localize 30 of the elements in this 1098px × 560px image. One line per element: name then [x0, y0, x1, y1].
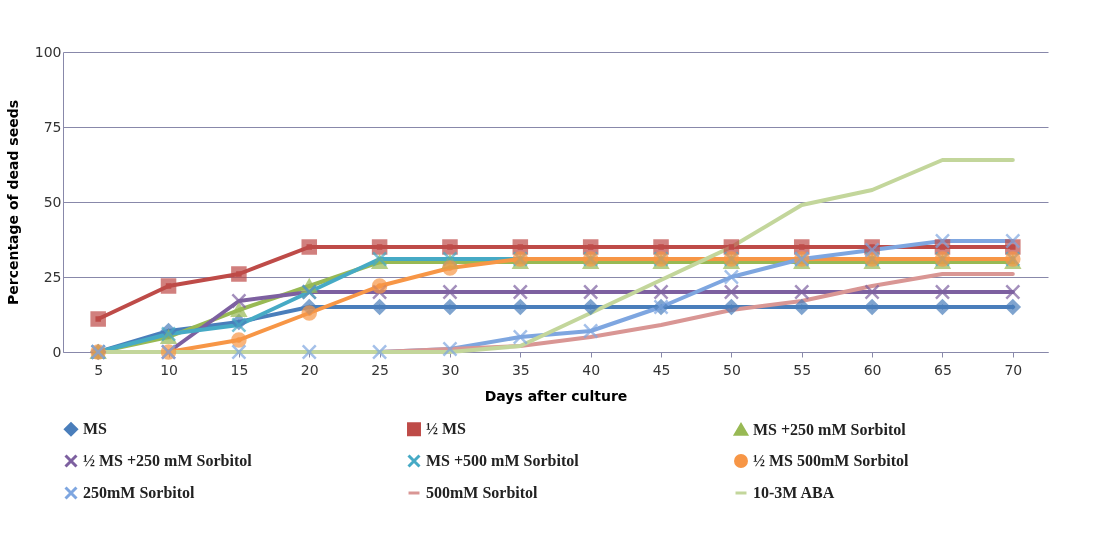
x-tick-label: 25: [371, 361, 390, 378]
y-axis-title: Percentage of dead seeds: [4, 99, 21, 306]
y-tick-label: 100: [34, 43, 62, 60]
x-tick-label: 70: [1004, 361, 1023, 378]
y-tick-label: 25: [43, 268, 62, 285]
x-tick-label: 50: [722, 361, 741, 378]
x-tick-label: 10: [160, 361, 178, 378]
x-tick-label: 40: [582, 361, 601, 378]
legend-label: 250mM Sorbitol: [83, 484, 196, 501]
x-tick-label: 65: [934, 361, 952, 378]
legend-label: ½ MS: [426, 420, 467, 438]
legend-label: ½ MS +250 mM Sorbitol: [83, 452, 253, 469]
y-tick-label: 50: [43, 193, 62, 210]
legend-label: MS: [83, 420, 108, 438]
x-tick-label: 15: [230, 361, 249, 378]
legend-label: 10-3M ABA: [753, 484, 835, 501]
x-tick-label: 45: [652, 361, 671, 378]
legend-label: ½ MS 500mM Sorbitol: [753, 452, 910, 469]
legend-label: MS +500 mM Sorbitol: [426, 452, 580, 469]
x-tick-label: 20: [300, 361, 319, 378]
x-tick-label: 60: [863, 361, 882, 378]
y-tick-label: 75: [43, 118, 62, 135]
legend-label: MS +250 mM Sorbitol: [753, 420, 907, 438]
legend-label: 500mM Sorbitol: [426, 484, 539, 501]
x-tick-label: 30: [441, 361, 460, 378]
x-tick-label: 55: [793, 361, 812, 378]
x-tick-label: 5: [94, 361, 104, 378]
x-tick-label: 35: [511, 361, 530, 378]
y-tick-label: 0: [52, 343, 62, 360]
x-axis-title: Days after culture: [484, 387, 628, 404]
